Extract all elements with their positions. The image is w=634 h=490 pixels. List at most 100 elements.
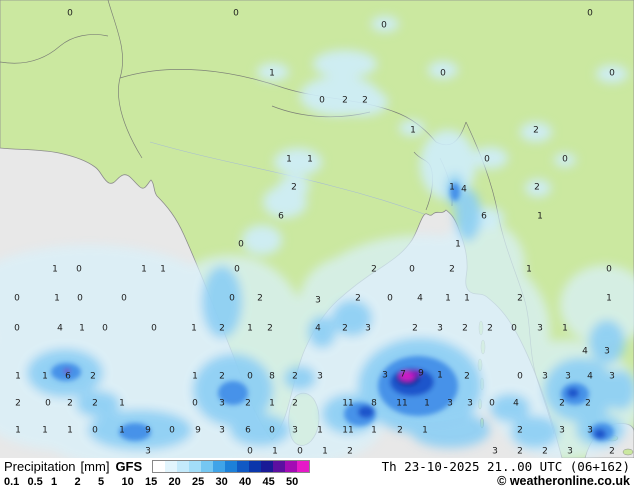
precip-value: 1 (141, 264, 147, 275)
precip-value: 0 (121, 293, 127, 304)
scale-segment (237, 461, 250, 472)
precip-value: 1 (15, 425, 21, 436)
precip-value: 3 (604, 346, 610, 357)
precip-value: 0 (151, 323, 157, 334)
precip-value: 2 (15, 398, 21, 409)
scale-segment (153, 461, 166, 472)
precip-value: 1 (42, 371, 48, 382)
precip-value: 0 (192, 398, 198, 409)
precip-value: 8 (371, 398, 377, 409)
precip-value: 1 (424, 398, 430, 409)
precip-value: 1 (269, 398, 275, 409)
precip-value: 2 (559, 398, 565, 409)
precip-value: 9 (195, 425, 201, 436)
precip-value: 2 (585, 398, 591, 409)
precip-value: 1 (445, 293, 451, 304)
scale-segment (225, 461, 238, 472)
precip-value: 1 (449, 182, 455, 193)
map-canvas (0, 0, 634, 458)
precip-value: 0 (247, 371, 253, 382)
precip-value: 11 (342, 425, 354, 436)
precip-value: 4 (461, 184, 467, 195)
precip-value: 0 (587, 8, 593, 19)
precip-value: 3 (317, 371, 323, 382)
precip-value: 1 (160, 264, 166, 275)
precip-value: 3 (559, 425, 565, 436)
precip-value: 1 (371, 425, 377, 436)
precip-value: 1 (192, 371, 198, 382)
precip-value: 2 (517, 446, 523, 457)
precip-value: 2 (257, 293, 263, 304)
legend-title: Precipitation (4, 459, 76, 474)
precip-value: 2 (292, 398, 298, 409)
precip-value: 0 (14, 323, 20, 334)
precip-value: 1 (410, 125, 416, 136)
precip-value: 0 (606, 264, 612, 275)
precip-value: 1 (322, 446, 328, 457)
precip-value: 2 (533, 125, 539, 136)
precip-value: 4 (57, 323, 63, 334)
legend-left: Precipitation [mm] GFS 0.1 0.5 1 2 5 10 15 20 25… (4, 459, 311, 490)
precip-value: 0 (92, 425, 98, 436)
precip-value: 1 (307, 154, 313, 165)
precip-value: 3 (609, 371, 615, 382)
precip-value: 1 (526, 264, 532, 275)
precip-value: 2 (371, 264, 377, 275)
precip-value: 1 (422, 425, 428, 436)
scale-value: 25 (192, 475, 205, 488)
precip-value: 9 (418, 368, 424, 379)
scale-segment (189, 461, 202, 472)
legend-bar: Precipitation [mm] GFS 0.1 0.5 1 2 5 10 15 20 25… (0, 458, 634, 490)
precip-value: 4 (587, 371, 593, 382)
precip-value: 0 (562, 154, 568, 165)
precip-value: 2 (219, 323, 225, 334)
precip-value: 3 (447, 398, 453, 409)
scale-segment (273, 461, 286, 472)
scale-value: 5 (98, 475, 105, 488)
legend-unit: [mm] (80, 459, 110, 474)
scale-segment (261, 461, 274, 472)
precip-value: 3 (219, 425, 225, 436)
precip-value: 2 (219, 371, 225, 382)
scale-value: 0.5 (27, 475, 43, 488)
precip-value: 2 (517, 425, 523, 436)
precip-value: 0 (169, 425, 175, 436)
precip-value: 0 (409, 264, 415, 275)
precip-value: 1 (286, 154, 292, 165)
precip-value: 2 (464, 371, 470, 382)
color-scale-bar (152, 460, 311, 473)
precip-value: 3 (219, 398, 225, 409)
precip-value: 0 (609, 68, 615, 79)
precip-value: 0 (440, 68, 446, 79)
precip-value: 2 (291, 182, 297, 193)
scale-segment (201, 461, 214, 472)
precip-value: 3 (382, 370, 388, 381)
scale-segment (285, 461, 298, 472)
precip-value: 3 (542, 371, 548, 382)
precip-value: 0 (511, 323, 517, 334)
precip-value: 1 (15, 371, 21, 382)
precip-value: 1 (537, 211, 543, 222)
precip-value: 0 (14, 293, 20, 304)
precip-value: 1 (119, 398, 125, 409)
precip-value: 11 (342, 398, 354, 409)
precip-value: 1 (317, 425, 323, 436)
precip-value: 9 (145, 425, 151, 436)
precip-value: 0 (45, 398, 51, 409)
precip-value: 2 (397, 425, 403, 436)
precip-value: 11 (396, 398, 408, 409)
precip-value: 1 (562, 323, 568, 334)
precip-value: 3 (145, 446, 151, 457)
scale-value: 45 (262, 475, 275, 488)
precip-value: 1 (52, 264, 58, 275)
scale-value: 20 (168, 475, 181, 488)
precip-value: 0 (387, 293, 393, 304)
precip-value: 4 (417, 293, 423, 304)
precip-value: 2 (534, 182, 540, 193)
precip-value: 1 (42, 425, 48, 436)
precip-value: 8 (269, 371, 275, 382)
precip-value: 0 (484, 154, 490, 165)
precip-value: 0 (319, 95, 325, 106)
